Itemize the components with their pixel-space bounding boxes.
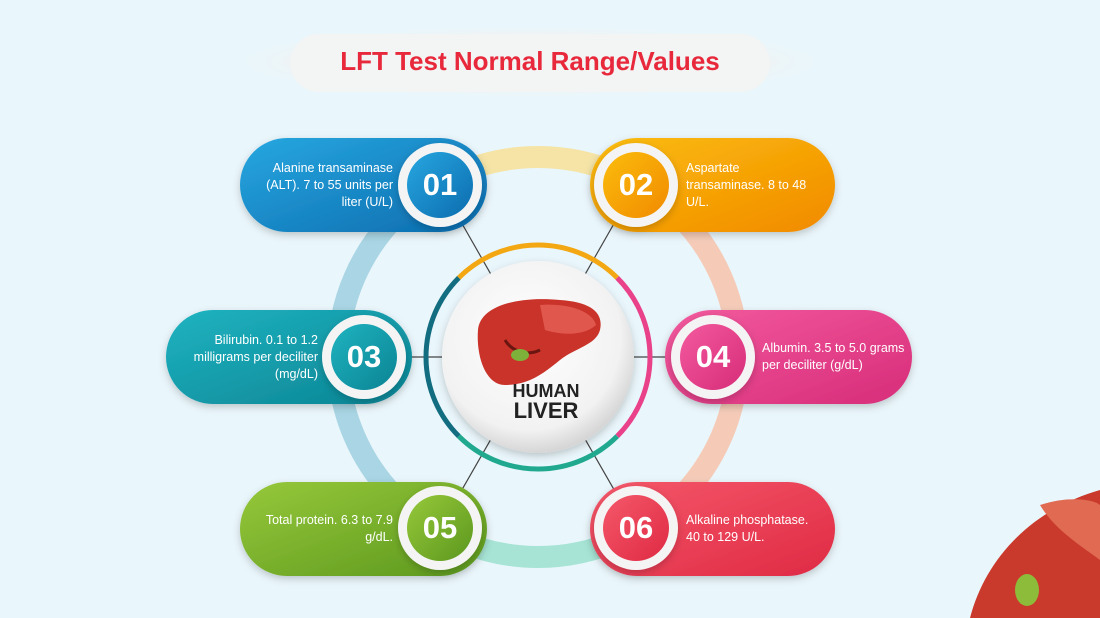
number-disc — [680, 324, 746, 390]
connector — [460, 221, 491, 274]
number-disc — [331, 324, 397, 390]
item-number: 01 — [423, 167, 457, 202]
number-disc — [603, 495, 669, 561]
inner-arc — [423, 276, 461, 438]
title-plate — [290, 34, 770, 92]
number-disc — [407, 495, 473, 561]
title: LFT Test Normal Range/Values — [340, 46, 720, 76]
item-text: Alanine transaminase (ALT). 7 to 55 unit… — [266, 160, 393, 209]
center-label: LIVER — [514, 398, 579, 423]
items: 01 02 03 04 05 06 — [166, 138, 912, 576]
item-number: 03 — [347, 339, 381, 374]
inner-arc — [615, 276, 653, 438]
inner-arc — [457, 434, 619, 472]
item-number: 02 — [619, 167, 653, 202]
center-label: HUMAN — [513, 381, 580, 401]
item-number: 06 — [619, 510, 653, 545]
corner-liver — [970, 490, 1100, 618]
item-text: Bilirubin. 0.1 to 1.2 milligrams per dec… — [193, 332, 318, 381]
item-number: 04 — [696, 339, 731, 374]
number-disc — [603, 152, 669, 218]
connector — [460, 439, 491, 492]
item-text: Aspartate transaminase. 8 to 48 U/L. — [686, 160, 807, 209]
liver-icon — [477, 299, 601, 385]
connector — [585, 221, 616, 274]
item-text: Total protein. 6.3 to 7.9 g/dL. — [265, 513, 393, 544]
item-number: 05 — [423, 510, 457, 545]
connector — [585, 439, 616, 492]
inner-ring — [423, 242, 653, 472]
inner-arc — [457, 242, 619, 280]
item-text: Albumin. 3.5 to 5.0 grams per deciliter … — [762, 341, 905, 372]
item-text: Alkaline phosphatase. 40 to 129 U/L. — [686, 513, 809, 544]
number-disc — [407, 152, 473, 218]
